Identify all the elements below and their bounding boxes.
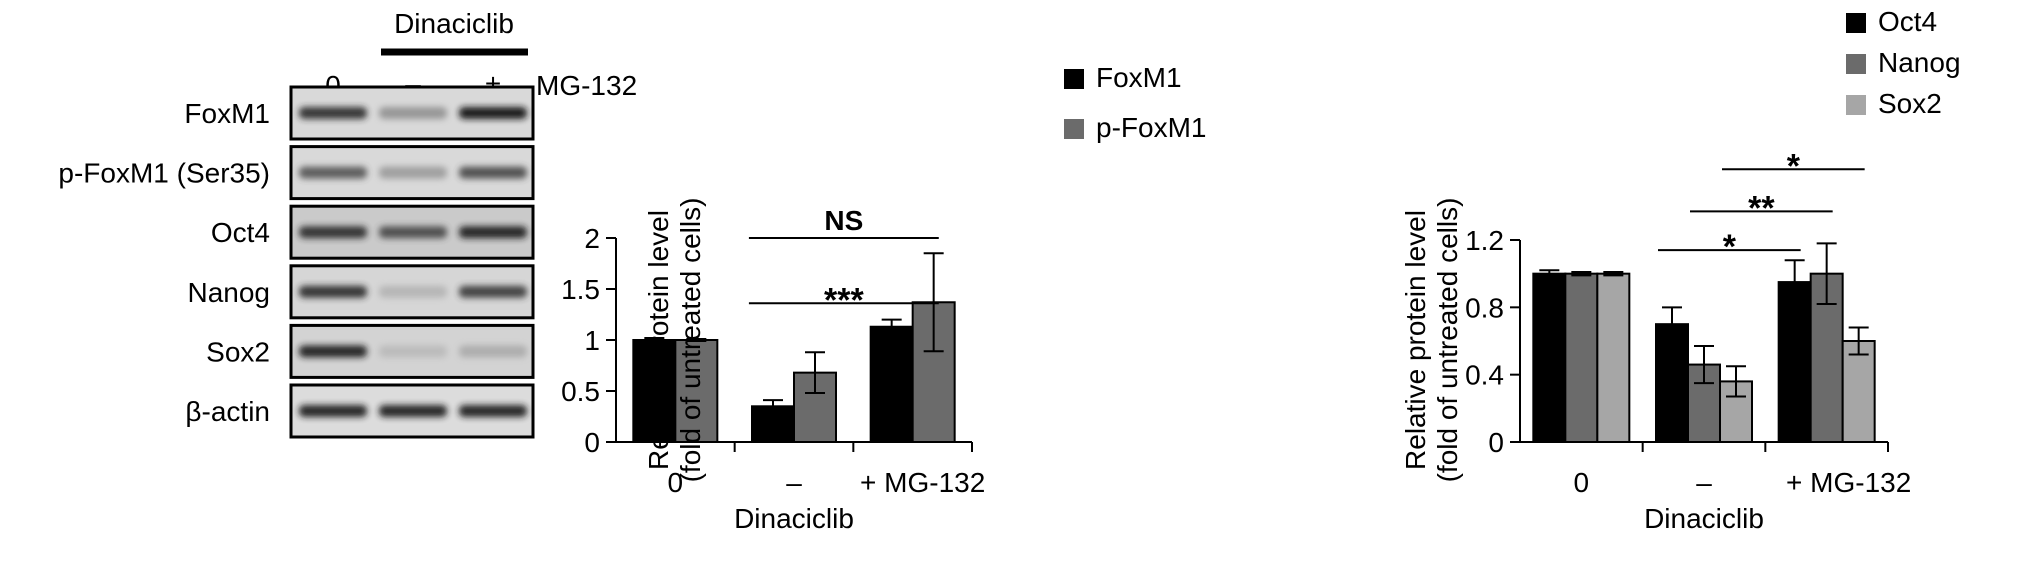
legend-label-sox2: Sox2 bbox=[1878, 88, 1942, 119]
blot-band bbox=[459, 405, 527, 417]
x-category-label: – bbox=[786, 467, 802, 498]
legend-swatch-oct4 bbox=[1846, 13, 1866, 33]
blot-rows: FoxM1 p-FoxM1 (Ser35) Oct4 Nanog Sox2 β-actin bbox=[58, 85, 535, 439]
x-axis-label: Dinaciclib bbox=[1644, 503, 1764, 534]
bar-sox2-1 bbox=[1596, 272, 1631, 443]
legend-swatch-nanog bbox=[1846, 54, 1866, 74]
blot-row-label: FoxM1 bbox=[184, 98, 270, 129]
x-axis-label: Dinaciclib bbox=[734, 503, 854, 534]
bar-oct4-1 bbox=[1532, 272, 1567, 443]
blot-band bbox=[379, 166, 447, 179]
bar-p-foxm1-1 bbox=[674, 339, 719, 443]
blot-row-sox2: Sox2 bbox=[206, 323, 535, 379]
blot-band bbox=[299, 107, 367, 119]
blot-band bbox=[459, 166, 527, 179]
y-tick-label: 0.5 bbox=[561, 376, 600, 407]
bar-oct4-2 bbox=[1655, 323, 1689, 443]
blot-band bbox=[379, 345, 447, 358]
blot-row-label: Oct4 bbox=[211, 217, 270, 248]
blot-row-label: Nanog bbox=[187, 277, 270, 308]
y-tick-label: 1.2 bbox=[1465, 225, 1504, 256]
blot-row-actin: β-actin bbox=[185, 383, 535, 439]
legend-swatch-p-foxm1 bbox=[1064, 119, 1084, 139]
y-tick-label: 0 bbox=[584, 427, 600, 458]
blot-treatment-label: Dinaciclib bbox=[394, 8, 514, 39]
blot-band bbox=[379, 405, 447, 417]
blot-row-label: β-actin bbox=[185, 396, 270, 427]
chart-stemness-markers: 0 0.4 0.8 1.2 0 – + MG-132 Dinaciclib Relative p… bbox=[1400, 6, 1961, 534]
blot-mg132-label: MG-132 bbox=[536, 70, 637, 101]
blot-band bbox=[299, 166, 367, 179]
blot-band bbox=[459, 285, 527, 298]
significance-label: *** bbox=[824, 281, 864, 319]
bar-nanog-1 bbox=[1564, 272, 1599, 443]
legend-label-nanog: Nanog bbox=[1878, 47, 1961, 78]
x-category-label: – bbox=[1696, 467, 1712, 498]
x-category-label: 0 bbox=[668, 467, 684, 498]
y-tick-label: 1 bbox=[584, 325, 600, 356]
legend-label-foxm1: FoxM1 bbox=[1096, 62, 1182, 93]
x-category-label: 0 bbox=[1574, 467, 1590, 498]
blot-row-p-foxm1-ser35: p-FoxM1 (Ser35) bbox=[58, 145, 535, 201]
significance-label: * bbox=[1787, 147, 1801, 185]
significance-label: NS bbox=[824, 205, 863, 236]
blot-band bbox=[379, 107, 447, 119]
bar-oct4-3 bbox=[1777, 281, 1812, 444]
blot-band bbox=[459, 226, 527, 239]
y-axis-label: (fold of untreated cells) bbox=[1432, 198, 1463, 483]
y-tick-label: 1.5 bbox=[561, 274, 600, 305]
blot-row-nanog: Nanog bbox=[187, 264, 535, 320]
blot-row-foxm1: FoxM1 bbox=[184, 85, 535, 141]
blot-band bbox=[459, 345, 527, 358]
blot-band bbox=[299, 405, 367, 417]
y-axis-label: Relative protein level bbox=[643, 210, 674, 470]
blot-band bbox=[299, 226, 367, 239]
legend-swatch-foxm1 bbox=[1064, 69, 1084, 89]
blot-row-label: Sox2 bbox=[206, 336, 270, 367]
x-category-label: + MG-132 bbox=[860, 467, 985, 498]
legend-swatch-sox2 bbox=[1846, 95, 1866, 115]
bar-foxm1-3 bbox=[869, 325, 914, 443]
blot-row-label: p-FoxM1 (Ser35) bbox=[58, 158, 270, 189]
significance-label: * bbox=[1723, 228, 1737, 266]
blot-band bbox=[379, 285, 447, 298]
legend-label-oct4: Oct4 bbox=[1878, 6, 1937, 37]
bar-sox2-3 bbox=[1841, 340, 1876, 443]
blot-band bbox=[379, 226, 447, 239]
y-tick-label: 0 bbox=[1488, 427, 1504, 458]
y-tick-label: 0.4 bbox=[1465, 360, 1504, 391]
x-category-label: + MG-132 bbox=[1786, 467, 1911, 498]
blot-band bbox=[299, 285, 367, 298]
y-axis-label: Relative protein level bbox=[1400, 210, 1431, 470]
y-tick-label: 2 bbox=[584, 223, 600, 254]
y-tick-label: 0.8 bbox=[1465, 292, 1504, 323]
y-axis-label: (fold of untreated cells) bbox=[675, 198, 706, 483]
blot-band bbox=[459, 107, 527, 119]
legend-label-p-foxm1: p-FoxM1 bbox=[1096, 112, 1206, 143]
blot-band bbox=[299, 345, 367, 358]
significance-label: ** bbox=[1748, 189, 1775, 227]
blot-row-oct4: Oct4 bbox=[211, 204, 535, 260]
